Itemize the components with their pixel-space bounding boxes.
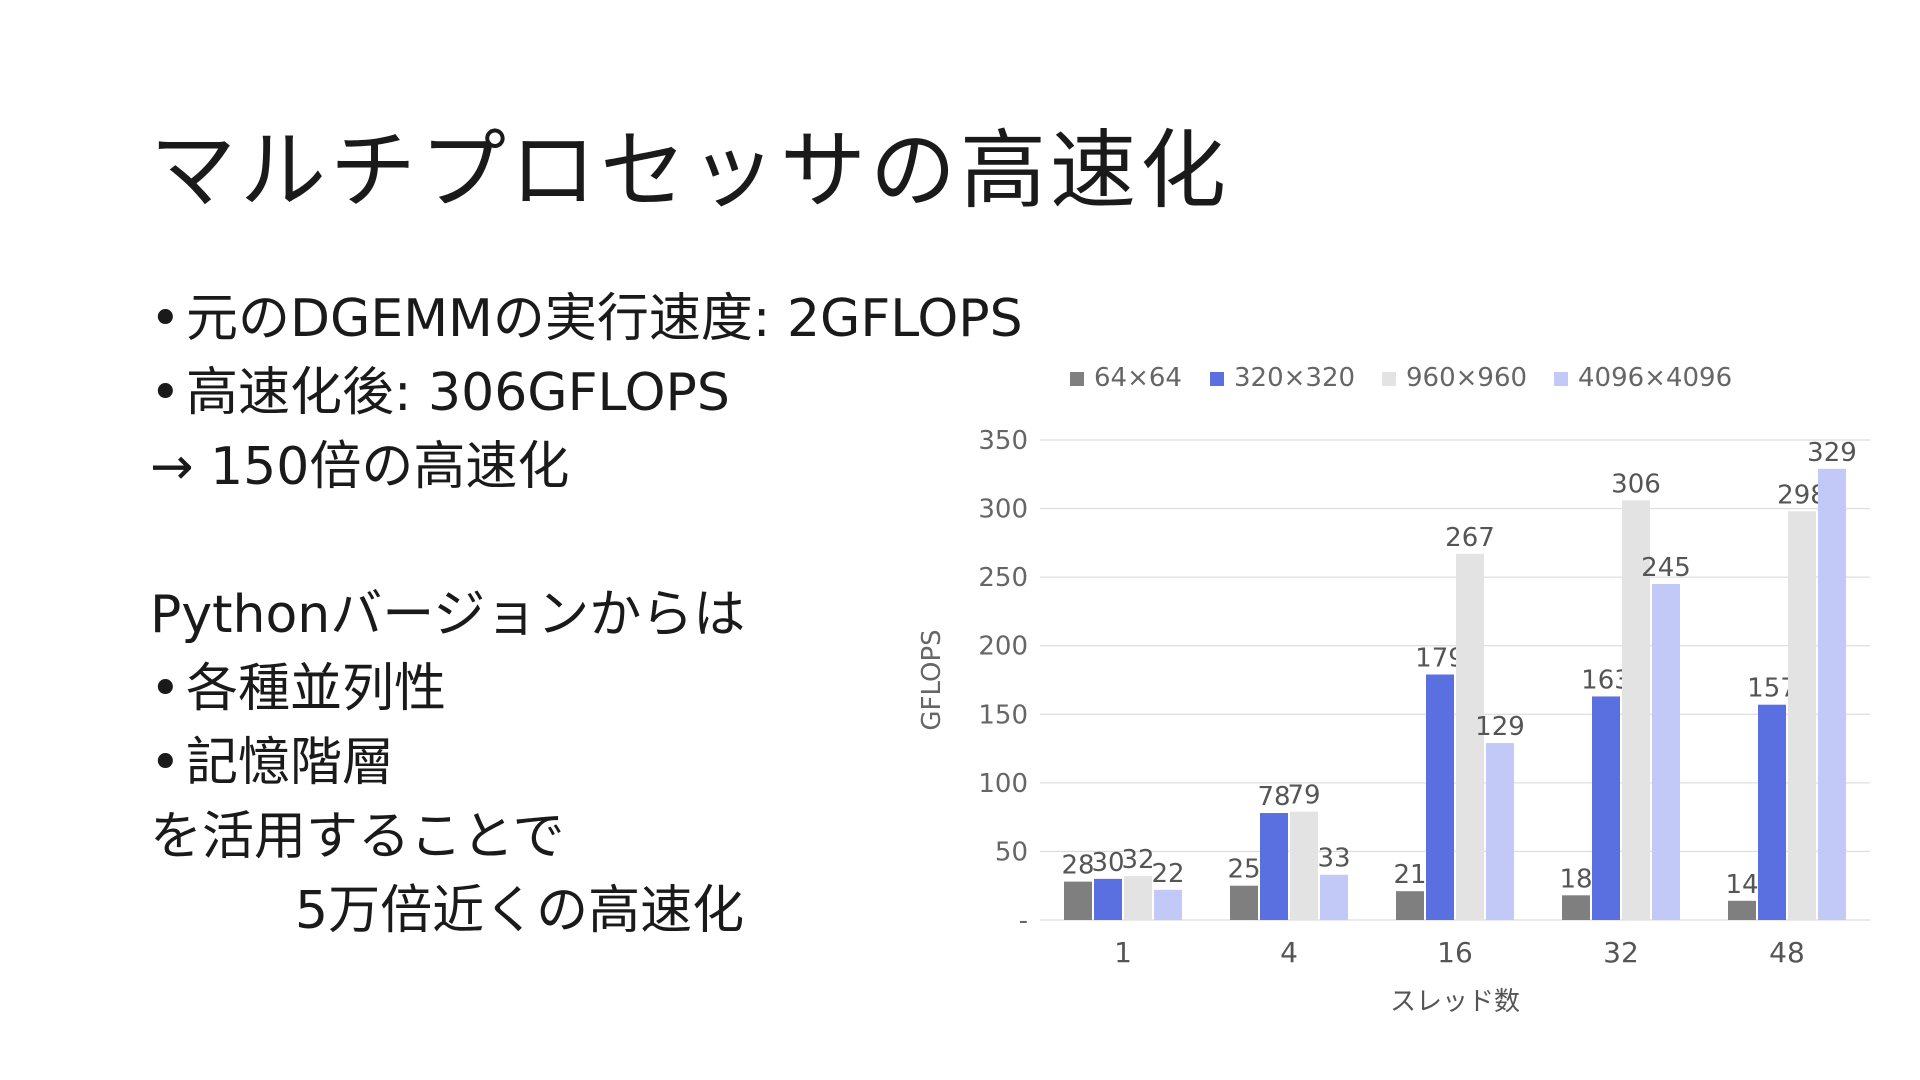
y-axis-label: GFLOPS [917, 629, 947, 730]
body-line: 記憶階層 [150, 726, 1023, 800]
bar [1094, 878, 1122, 920]
bar [1486, 743, 1514, 920]
bar [1396, 891, 1424, 920]
x-tick-label: 48 [1769, 936, 1805, 969]
body-spacer [150, 504, 1023, 578]
data-label: 32 [1121, 845, 1154, 875]
bar [1124, 876, 1152, 920]
bar [1260, 813, 1288, 920]
bar [1562, 895, 1590, 920]
body-line: → 150倍の高速化 [150, 437, 570, 497]
legend-label: 4096×4096 [1578, 363, 1732, 393]
bar [1230, 885, 1258, 920]
bar [1758, 704, 1786, 920]
bar [1728, 900, 1756, 920]
y-tick-label: 250 [978, 563, 1028, 593]
y-tick-label: 350 [978, 426, 1028, 456]
bar [1622, 500, 1650, 920]
data-label: 33 [1317, 844, 1350, 874]
bar [1426, 674, 1454, 920]
y-tick-label: - [1019, 906, 1028, 936]
x-tick-label: 16 [1437, 936, 1473, 969]
legend-swatch [1554, 372, 1568, 386]
data-label: 25 [1227, 855, 1260, 885]
legend-swatch [1210, 372, 1224, 386]
legend-label: 64×64 [1094, 363, 1182, 393]
x-axis-label: スレッド数 [1390, 987, 1520, 1017]
legend-label: 320×320 [1234, 363, 1355, 393]
bar-chart: -50 100 150 200 250 300 350 GFLOPS 28 30 32 22 1 25 78… [900, 360, 1890, 1020]
data-label: 21 [1393, 860, 1426, 890]
body-line: Pythonバージョンからは [150, 585, 746, 645]
data-label: 78 [1257, 782, 1290, 812]
body-line: を活用することで [150, 807, 565, 867]
data-label: 129 [1475, 712, 1525, 742]
data-label: 306 [1611, 469, 1661, 499]
body-line: 5万倍近くの高速化 [295, 881, 745, 941]
bar [1818, 468, 1846, 920]
bar [1592, 696, 1620, 920]
y-tick-label: 100 [978, 769, 1028, 799]
x-tick-label: 1 [1114, 936, 1132, 969]
legend-label: 960×960 [1406, 363, 1527, 393]
body-line: 各種並列性 [150, 652, 1023, 726]
data-label: 30 [1091, 848, 1124, 878]
data-label: 14 [1725, 870, 1758, 900]
y-tick-label: 300 [978, 495, 1028, 525]
y-tick-label: 50 [995, 837, 1028, 867]
x-tick-label: 32 [1603, 936, 1639, 969]
y-tick-label: 150 [978, 700, 1028, 730]
bar [1154, 889, 1182, 920]
data-label: 245 [1641, 553, 1691, 583]
bar [1064, 881, 1092, 920]
x-tick-label: 4 [1280, 936, 1298, 969]
bar [1320, 874, 1348, 920]
data-label: 267 [1445, 523, 1495, 553]
chart-svg: -50100150200250300350GFLOPS2830322212578… [917, 363, 1870, 1017]
legend-swatch [1070, 372, 1084, 386]
data-label: 329 [1807, 438, 1857, 468]
bar [1788, 511, 1816, 920]
data-label: 18 [1559, 864, 1592, 894]
slide-title: マルチプロセッサの高速化 [150, 121, 1230, 221]
bar [1652, 584, 1680, 920]
data-label: 79 [1287, 781, 1320, 811]
legend-swatch [1382, 372, 1396, 386]
bar [1456, 553, 1484, 920]
bar [1290, 811, 1318, 920]
body-line: 元のDGEMMの実行速度: 2GFLOPS [150, 282, 1023, 356]
data-label: 28 [1061, 851, 1094, 881]
data-label: 22 [1151, 859, 1184, 889]
body-line: 高速化後: 306GFLOPS [150, 356, 1023, 430]
body-text: 元のDGEMMの実行速度: 2GFLOPS高速化後: 306GFLOPS → 15… [150, 282, 1023, 948]
y-tick-label: 200 [978, 632, 1028, 662]
